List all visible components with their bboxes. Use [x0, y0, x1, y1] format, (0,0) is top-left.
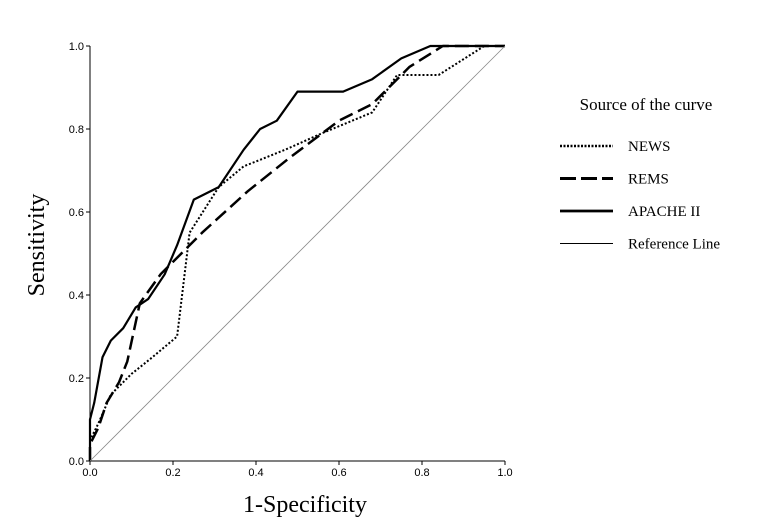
y-tick-label: 0.8 — [69, 124, 84, 136]
y-axis-title: Sensitivity — [24, 194, 50, 297]
legend: Source of the curve NEWS REMS APACHE II Ref… — [560, 95, 720, 253]
x-axis-ticks: 0.0 0.2 0.4 0.6 0.8 1.0 — [82, 461, 513, 479]
x-tick-label: 1.0 — [497, 467, 512, 479]
x-tick-label: 0.4 — [248, 467, 263, 479]
series-line-reference-line — [89, 45, 506, 462]
series-line-rems — [88, 44, 505, 461]
x-tick-label: 0.6 — [331, 467, 346, 479]
x-tick-label: 0.2 — [165, 467, 180, 479]
y-tick-label: 0.0 — [69, 456, 84, 468]
y-axis-ticks: 0.0 0.2 0.4 0.6 0.8 1.0 — [69, 41, 90, 468]
legend-label: Reference Line — [628, 237, 720, 253]
y-tick-label: 0.2 — [69, 373, 84, 385]
x-tick-label: 0.8 — [414, 467, 429, 479]
series-line-apache-ii — [88, 44, 505, 461]
x-tick-label: 0.0 — [82, 467, 97, 479]
y-tick-label: 1.0 — [69, 41, 84, 53]
x-axis-title: 1-Specificity — [243, 492, 367, 518]
legend-label: APACHE II — [628, 204, 700, 220]
legend-label: NEWS — [628, 139, 671, 155]
legend-label: REMS — [628, 172, 669, 188]
y-tick-label: 0.6 — [69, 207, 84, 219]
plot-area — [88, 44, 506, 462]
y-tick-label: 0.4 — [69, 290, 84, 302]
legend-title: Source of the curve — [580, 95, 713, 114]
